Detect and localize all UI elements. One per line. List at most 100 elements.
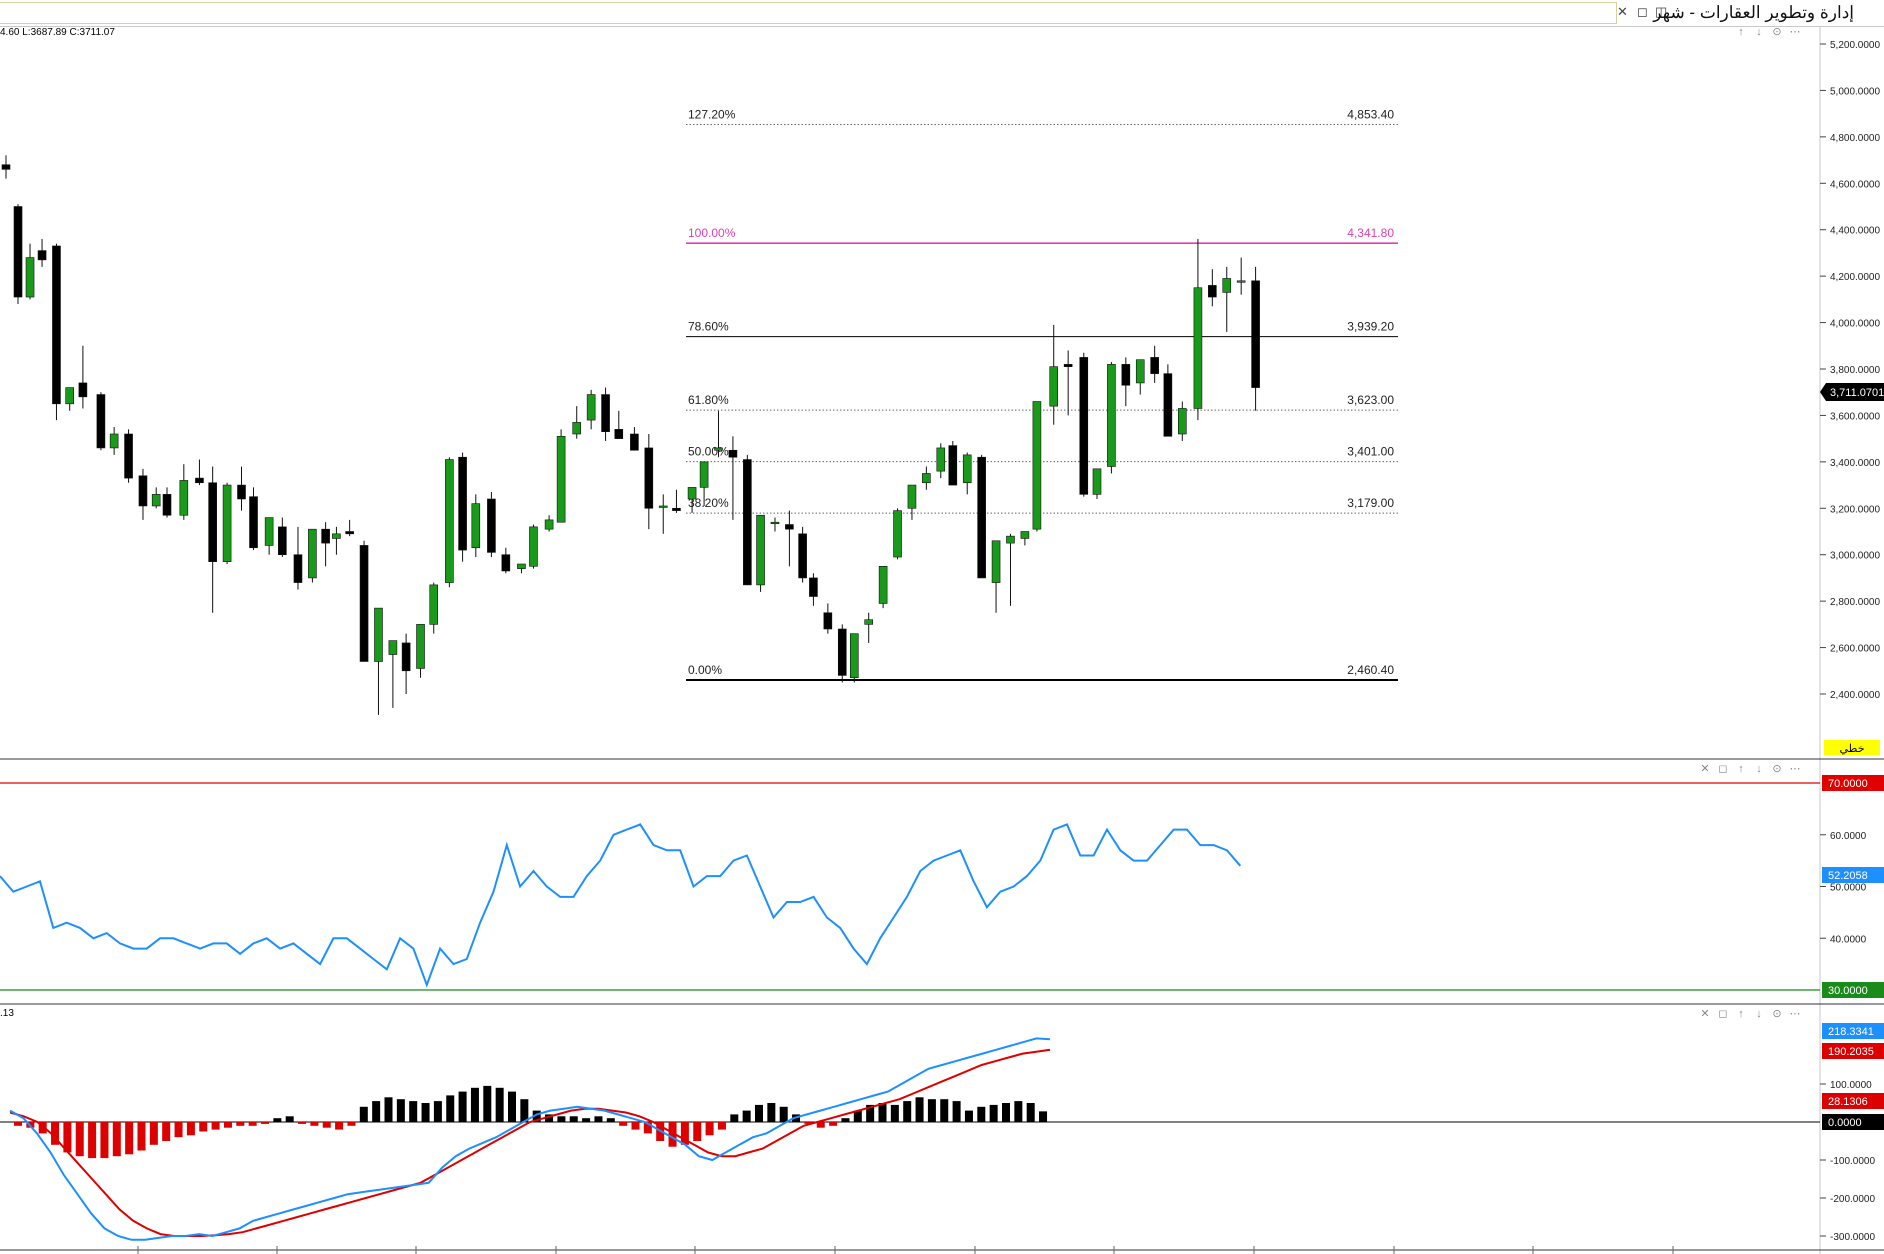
- window-title: إدارة وتطوير العقارات - شهر: [1653, 3, 1854, 22]
- macd-hist-bar-74: [927, 1099, 936, 1122]
- candle-body-31: [429, 584, 439, 625]
- macd-hist-bar-33: [421, 1103, 430, 1122]
- candle-body-11: [151, 494, 161, 507]
- macd-hist-bar-14: [186, 1122, 195, 1136]
- macd-hist-bar-76: [952, 1101, 961, 1122]
- candle-body-66: [922, 473, 931, 484]
- menu-button[interactable]: ◫: [1655, 4, 1668, 19]
- fib-price-2: 3,939.20: [1347, 320, 1394, 334]
- candle-body-68: [948, 445, 958, 486]
- fib-percent-2: 78.60%: [688, 320, 729, 334]
- macd-signal-label: 190.2035: [1828, 1046, 1874, 1058]
- candle-body-26: [359, 545, 369, 662]
- pane-tool-icon-0[interactable]: ⋯: [1790, 26, 1801, 38]
- fib-price-5: 3,179.00: [1347, 496, 1394, 510]
- macd-hist-bar-37: [470, 1087, 479, 1122]
- candle-body-7: [96, 394, 106, 449]
- pane-tool-icon-4[interactable]: ◻: [1718, 1008, 1727, 1020]
- candle-body-67: [936, 447, 946, 472]
- macd-hist-bar-75: [940, 1099, 949, 1122]
- candle-body-12: [162, 494, 172, 516]
- pane-tool-icon-1[interactable]: ⊙: [1772, 1008, 1781, 1020]
- candle-body-34: [471, 503, 481, 549]
- candle-body-72: [1006, 535, 1015, 544]
- macd-hist-bar-38: [483, 1085, 492, 1122]
- last-price-label: 3,711.0701: [1830, 387, 1884, 399]
- candle-body-82: [1150, 357, 1159, 374]
- candle-body-10: [138, 475, 148, 507]
- macd-hist-bar-67: [841, 1118, 850, 1122]
- candle-body-45: [630, 433, 639, 451]
- close-button[interactable]: ✕: [1617, 4, 1628, 19]
- candle-body-86: [1208, 285, 1217, 298]
- macd-hist-bar-44: [557, 1116, 566, 1122]
- fib-price-6: 2,460.40: [1347, 663, 1394, 677]
- candle-body-89: [1251, 280, 1260, 388]
- price-pane-toolbar[interactable]: ⋯ ⊙ ↓ ↑: [1738, 26, 1800, 38]
- fib-percent-6: 0.00%: [688, 663, 722, 677]
- price-tick-label-5: 4,200.0000: [1830, 272, 1880, 283]
- pane-tool-icon-2[interactable]: ↓: [1756, 763, 1762, 775]
- pane-tool-icon-0[interactable]: ⋯: [1790, 1008, 1801, 1020]
- candle-body-75: [1049, 366, 1059, 407]
- macd-zero-tag: 0.0000: [1822, 1114, 1884, 1130]
- macd-hist-bar-15: [199, 1122, 208, 1132]
- candle-body-30: [416, 624, 425, 669]
- rsi-upper-tag: 70.0000: [1822, 775, 1884, 791]
- fib-percent-4: 50.00%: [688, 445, 729, 459]
- macd-hist-bar-69: [866, 1104, 875, 1122]
- candle-body-79: [1107, 364, 1116, 467]
- candle-body-42: [586, 394, 596, 421]
- candle-body-71: [991, 540, 1001, 583]
- candle-body-50: [699, 461, 709, 488]
- macd-hist-bar-28: [359, 1106, 368, 1122]
- pane-tool-icon-5[interactable]: ✕: [1700, 763, 1709, 775]
- pane-tool-icon-1[interactable]: ⊙: [1772, 763, 1781, 775]
- candle-body-53: [743, 459, 752, 586]
- rsi-pane-toolbar[interactable]: ⋯ ⊙ ↓ ↑ ◻ ✕: [1700, 763, 1800, 775]
- macd-hist-bar-80: [1002, 1103, 1010, 1122]
- pane-tool-icon-2[interactable]: ↓: [1756, 26, 1762, 38]
- macd-hist-bar-83: [1039, 1111, 1048, 1122]
- candle-body-0: [1, 164, 11, 170]
- macd-hist-bar-50: [631, 1122, 640, 1130]
- pane-tool-icon-3[interactable]: ↑: [1738, 763, 1744, 775]
- macd-hist-bar-10: [137, 1122, 146, 1151]
- pane-tool-icon-5[interactable]: ✕: [1700, 1008, 1709, 1020]
- candle-body-49: [687, 487, 697, 500]
- macd-hist-bar-60: [755, 1104, 763, 1122]
- macd-hist-bar-40: [508, 1091, 516, 1122]
- chart-area[interactable]: 4.60 L:3687.89 C:3711.07 ⋯ ⊙ ↓ ↑ ⋯ ⊙ ↓ ↑ ◻ ✕ ⋯ ⊙ ↓…: [0, 26, 1884, 1254]
- pane-tool-icon-4[interactable]: ◻: [1718, 763, 1727, 775]
- pane-tool-icon-3[interactable]: ↑: [1738, 26, 1744, 38]
- macd-hist-bar-30: [384, 1097, 393, 1122]
- candle-body-51: [714, 447, 723, 451]
- pane-tool-icon-3[interactable]: ↑: [1738, 1008, 1744, 1020]
- price-tick-label-1: 5,000.0000: [1830, 86, 1880, 97]
- macd-hist-bar-21: [273, 1118, 282, 1122]
- restore-button[interactable]: ◻: [1637, 4, 1648, 19]
- candle-body-28: [388, 640, 398, 655]
- macd-hist-bar-0: [14, 1122, 22, 1126]
- fib-price-3: 3,623.00: [1347, 393, 1394, 407]
- pane-tool-icon-1[interactable]: ⊙: [1772, 26, 1781, 38]
- price-tick-label-8: 3,600.0000: [1830, 411, 1880, 422]
- candle-body-64: [893, 510, 902, 558]
- rsi-value-tag: 52.2058: [1822, 867, 1884, 883]
- chart-type-badge[interactable]: خطي: [1824, 740, 1880, 755]
- candle-body-29: [401, 642, 411, 672]
- macd-hist-bar-62: [779, 1106, 788, 1122]
- fibonacci-retracement[interactable]: 127.20% 4,853.40 100.00% 4,341.80 78.60% 3,93…: [686, 107, 1398, 681]
- candle-body-13: [179, 480, 189, 516]
- pane-tool-icon-0[interactable]: ⋯: [1790, 763, 1801, 775]
- candle-body-81: [1135, 359, 1145, 384]
- pane-tool-icon-2[interactable]: ↓: [1756, 1008, 1762, 1020]
- price-tick-label-4: 4,400.0000: [1830, 226, 1880, 237]
- candle-body-19: [264, 517, 274, 546]
- macd-pane-toolbar[interactable]: ⋯ ⊙ ↓ ↑ ◻ ✕: [1700, 1008, 1800, 1020]
- candle-body-4: [52, 245, 61, 405]
- candle-body-22: [308, 528, 317, 579]
- candle-body-38: [529, 526, 538, 567]
- macd-hist-bar-17: [223, 1122, 232, 1128]
- macd-signal-line: [9, 1048, 1051, 1237]
